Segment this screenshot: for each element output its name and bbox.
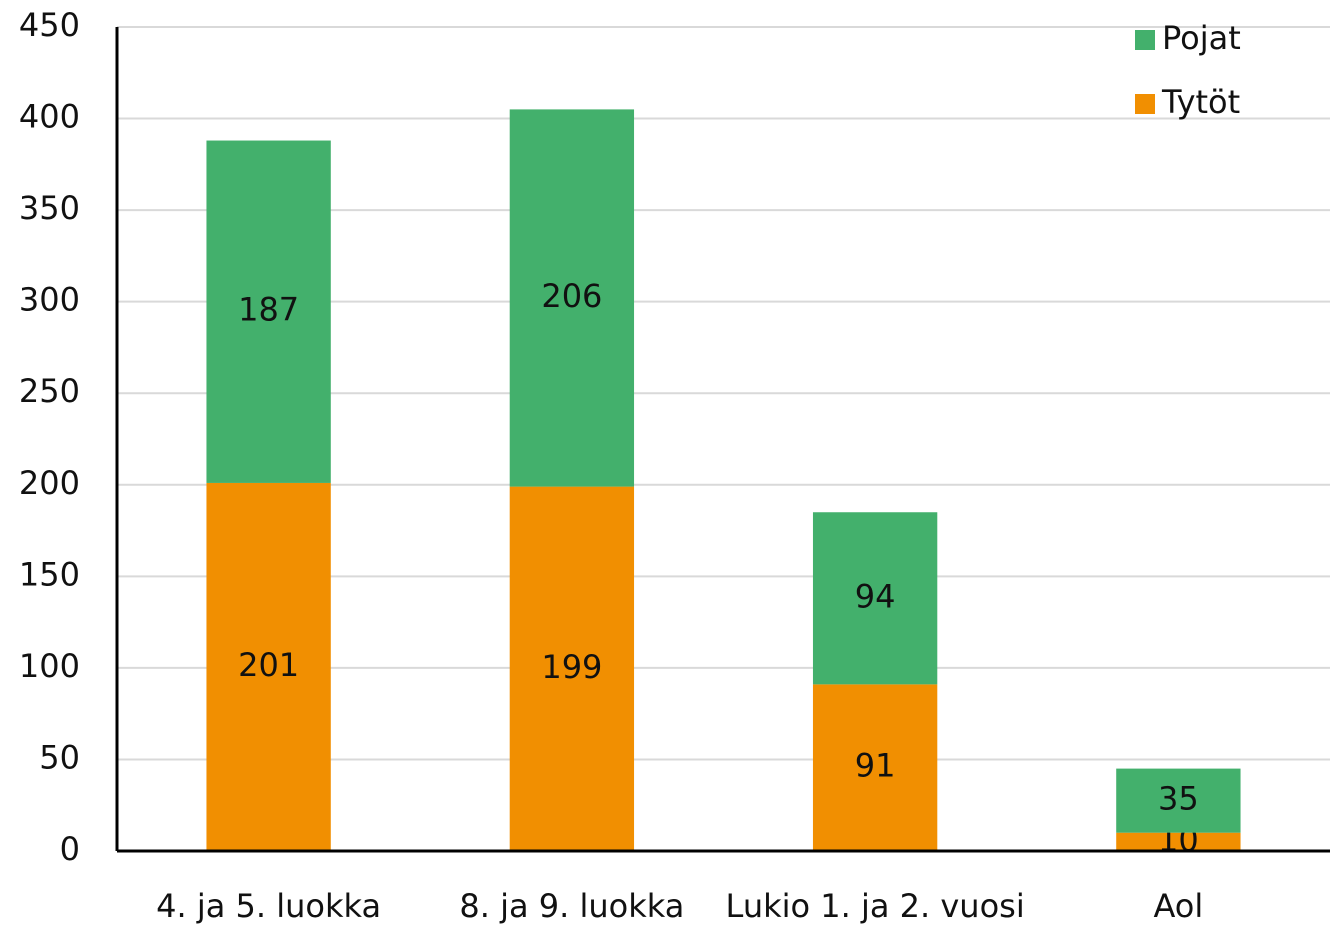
y-tick-label: 100 [19,647,80,685]
y-tick-label: 300 [19,281,80,319]
y-tick-label: 250 [19,372,80,410]
data-label: 94 [855,577,896,615]
bar-segment [206,482,331,851]
data-label: 91 [855,747,896,785]
y-tick-label: 0 [60,830,80,868]
legend-label: Tytöt [1161,83,1240,121]
data-label: 187 [238,291,299,329]
bar-segment [206,140,331,483]
bar-segment [509,486,635,851]
y-tick-label: 450 [19,6,80,44]
legend-swatch [1135,94,1155,114]
bar-segment [812,512,938,685]
x-tick-label: Aol [1153,887,1203,925]
y-tick-label: 200 [19,464,80,502]
x-tick-label: Lukio 1. ja 2. vuosi [726,887,1025,925]
data-label: 35 [1158,780,1199,818]
data-label: 206 [541,277,602,315]
bar-segment [1116,832,1241,851]
bar-segment [1116,768,1241,833]
data-label: 199 [541,648,602,686]
legend-label: Pojat [1162,19,1241,57]
bar-segment [812,684,938,851]
bar-segment [509,109,635,487]
data-label: 201 [238,646,299,684]
x-tick-label: 8. ja 9. luokka [459,887,684,925]
x-tick-label: 4. ja 5. luokka [156,887,381,925]
y-tick-label: 400 [19,98,80,136]
legend-swatch [1135,30,1155,50]
y-tick-label: 50 [39,738,80,776]
y-tick-label: 150 [19,555,80,593]
y-tick-label: 350 [19,189,80,227]
